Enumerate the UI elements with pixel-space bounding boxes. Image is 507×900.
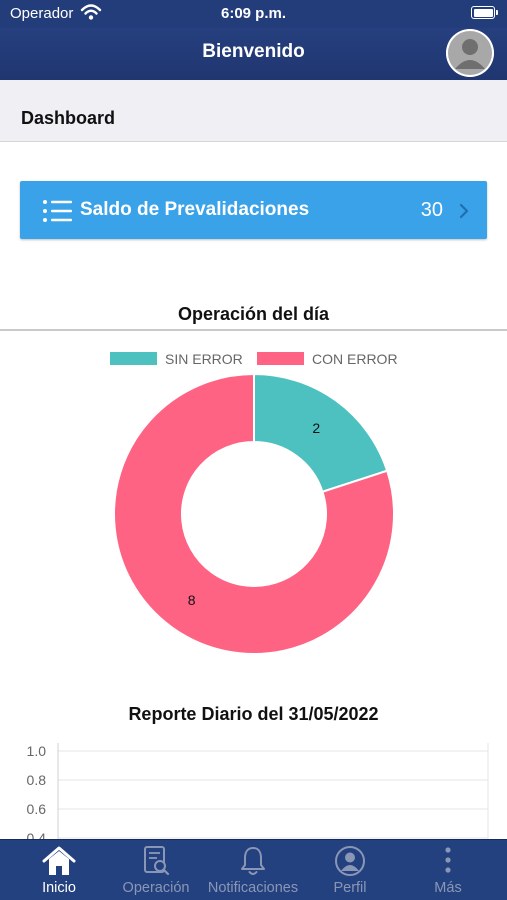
tab-label: Perfil — [333, 880, 367, 896]
donut-data-label: 8 — [188, 592, 196, 608]
tab-operacion[interactable]: Operación — [106, 840, 206, 900]
y-tick-label: 1.0 — [26, 743, 46, 759]
section-header: Dashboard — [0, 80, 507, 142]
list-icon — [42, 199, 74, 228]
avatar[interactable] — [446, 29, 494, 77]
donut-chart: 28 — [113, 372, 395, 655]
donut-data-label: 2 — [312, 420, 320, 436]
legend-swatch-sin-error — [110, 352, 157, 365]
legend-swatch-con-error — [257, 352, 304, 365]
chevron-right-icon — [459, 203, 469, 224]
status-bar: Operador 6:09 p.m. — [0, 0, 507, 28]
tab-mas[interactable]: Más — [398, 840, 498, 900]
carrier-label: Operador — [10, 5, 74, 22]
tab-perfil[interactable]: Perfil — [300, 840, 400, 900]
tab-notificaciones[interactable]: Notificaciones — [203, 840, 303, 900]
tab-label: Notificaciones — [207, 880, 299, 896]
bell-icon — [238, 845, 268, 882]
saldo-prevalidaciones-button[interactable]: Saldo de Prevalidaciones 30 — [20, 181, 487, 239]
clock-time: 6:09 p.m. — [220, 5, 287, 22]
more-vertical-icon — [443, 845, 453, 882]
section-title: Dashboard — [21, 108, 116, 128]
chart-legend: SIN ERROR CON ERROR — [0, 350, 507, 368]
legend-label-sin-error: SIN ERROR — [165, 351, 243, 367]
tab-label: Más — [434, 880, 462, 896]
report-chart-title: Reporte Diario del 31/05/2022 — [128, 704, 379, 724]
page-title: Bienvenido — [202, 41, 305, 62]
user-circle-icon — [334, 845, 366, 882]
y-tick-label: 0.6 — [26, 801, 46, 817]
donut-slice-sin-error[interactable] — [253, 372, 389, 494]
saldo-count: 30 — [420, 199, 443, 221]
home-icon — [42, 845, 76, 882]
daily-report-chart: 1.0 0.8 0.6 0.4 — [0, 735, 507, 846]
tab-bar: Inicio Operación Notificaciones — [0, 839, 507, 900]
tab-label: Operación — [122, 880, 190, 896]
battery-icon — [471, 6, 498, 19]
report-grid — [57, 743, 489, 845]
saldo-label: Saldo de Prevalidaciones — [80, 199, 310, 220]
tab-inicio[interactable]: Inicio — [9, 840, 109, 900]
donut-slice-con-error[interactable] — [113, 372, 395, 655]
tab-label: Inicio — [42, 880, 76, 896]
user-avatar-icon — [446, 29, 494, 77]
divider — [0, 329, 507, 331]
wifi-icon — [80, 2, 102, 27]
document-search-icon — [141, 845, 171, 882]
y-tick-label: 0.8 — [26, 772, 46, 788]
navigation-bar: Bienvenido — [0, 28, 507, 80]
donut-chart-title: Operación del día — [177, 304, 330, 324]
legend-label-con-error: CON ERROR — [312, 351, 398, 367]
